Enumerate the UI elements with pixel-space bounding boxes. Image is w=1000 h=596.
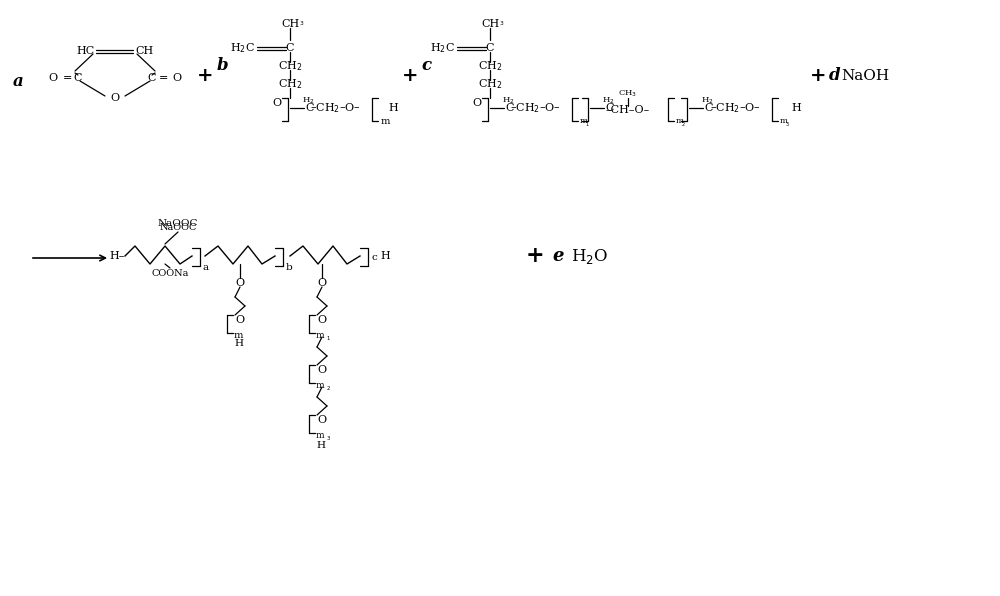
Text: +: + (197, 67, 213, 85)
Text: O: O (235, 278, 245, 288)
Text: m: m (580, 117, 588, 125)
Text: O: O (317, 365, 327, 375)
Text: a: a (203, 263, 209, 272)
Text: CH$_3$: CH$_3$ (618, 89, 638, 100)
Text: $_1$: $_1$ (326, 334, 331, 343)
Text: $_3$: $_3$ (299, 20, 305, 29)
Text: O: O (172, 73, 181, 83)
Text: CH: CH (281, 19, 299, 29)
Text: H$_2$: H$_2$ (701, 96, 714, 106)
Text: H: H (791, 103, 801, 113)
Text: O: O (317, 415, 327, 425)
Text: m: m (780, 117, 788, 125)
Text: $_2$: $_2$ (681, 121, 686, 129)
Text: H: H (388, 103, 398, 113)
Text: m: m (316, 331, 325, 340)
Text: –CH$_2$–O–: –CH$_2$–O– (310, 101, 360, 115)
Text: C: C (74, 73, 82, 83)
Text: O: O (472, 98, 482, 108)
Text: CH: CH (481, 19, 499, 29)
Text: O: O (272, 98, 282, 108)
Text: +: + (402, 67, 418, 85)
Text: O: O (317, 278, 327, 288)
Text: b: b (286, 263, 293, 272)
Text: O: O (317, 315, 327, 325)
Text: C: C (305, 103, 314, 113)
Text: C: C (605, 103, 614, 113)
Text: +: + (526, 245, 544, 267)
Text: H$_2$C: H$_2$C (230, 41, 255, 55)
Text: O: O (110, 93, 120, 103)
Text: H: H (234, 340, 243, 349)
Text: $_3$: $_3$ (785, 121, 790, 129)
Text: +: + (810, 67, 826, 85)
Text: CH$_2$: CH$_2$ (478, 59, 502, 73)
Text: O: O (235, 315, 245, 325)
Text: C: C (505, 103, 514, 113)
Text: H: H (316, 442, 325, 451)
Text: C: C (704, 103, 712, 113)
Text: COONa: COONa (151, 269, 189, 278)
Text: =: = (158, 73, 168, 83)
Text: =: = (62, 73, 72, 83)
Text: –CH$_2$–O–: –CH$_2$–O– (710, 101, 760, 115)
Text: H: H (380, 251, 390, 261)
Text: H–: H– (110, 251, 125, 261)
Text: $_3$: $_3$ (499, 20, 505, 29)
Text: b: b (216, 57, 228, 74)
Text: $_3$: $_3$ (326, 434, 331, 443)
Text: NaOOC: NaOOC (158, 219, 198, 228)
Text: H$_2$O: H$_2$O (571, 247, 609, 265)
Text: HC: HC (77, 46, 95, 56)
Text: m: m (316, 432, 325, 440)
Text: m: m (234, 331, 243, 340)
Text: H$_2$: H$_2$ (502, 96, 515, 106)
Text: NaOOC: NaOOC (159, 224, 197, 232)
Text: $_2$: $_2$ (326, 384, 331, 393)
Text: C: C (148, 73, 156, 83)
Text: –CH$_2$–O–: –CH$_2$–O– (510, 101, 560, 115)
Text: –CH–O–: –CH–O– (606, 105, 650, 115)
Text: CH: CH (135, 46, 153, 56)
Text: m: m (381, 116, 390, 126)
Text: $_1$: $_1$ (585, 121, 590, 129)
Text: H$_2$C: H$_2$C (430, 41, 455, 55)
Text: a: a (13, 73, 23, 89)
Text: C: C (286, 43, 294, 53)
Text: H$_2$: H$_2$ (602, 96, 615, 106)
Text: CH$_2$: CH$_2$ (478, 77, 502, 91)
Text: H$_2$: H$_2$ (302, 96, 315, 106)
Text: c: c (371, 253, 377, 262)
Text: CH$_2$: CH$_2$ (278, 77, 302, 91)
Text: m: m (676, 117, 684, 125)
Text: NaOH: NaOH (841, 69, 889, 83)
Text: O: O (49, 73, 58, 83)
Text: m: m (316, 381, 325, 390)
Text: CH$_2$: CH$_2$ (278, 59, 302, 73)
Text: d: d (829, 67, 841, 85)
Text: e: e (552, 247, 564, 265)
Text: c: c (422, 57, 432, 74)
Text: C: C (486, 43, 494, 53)
